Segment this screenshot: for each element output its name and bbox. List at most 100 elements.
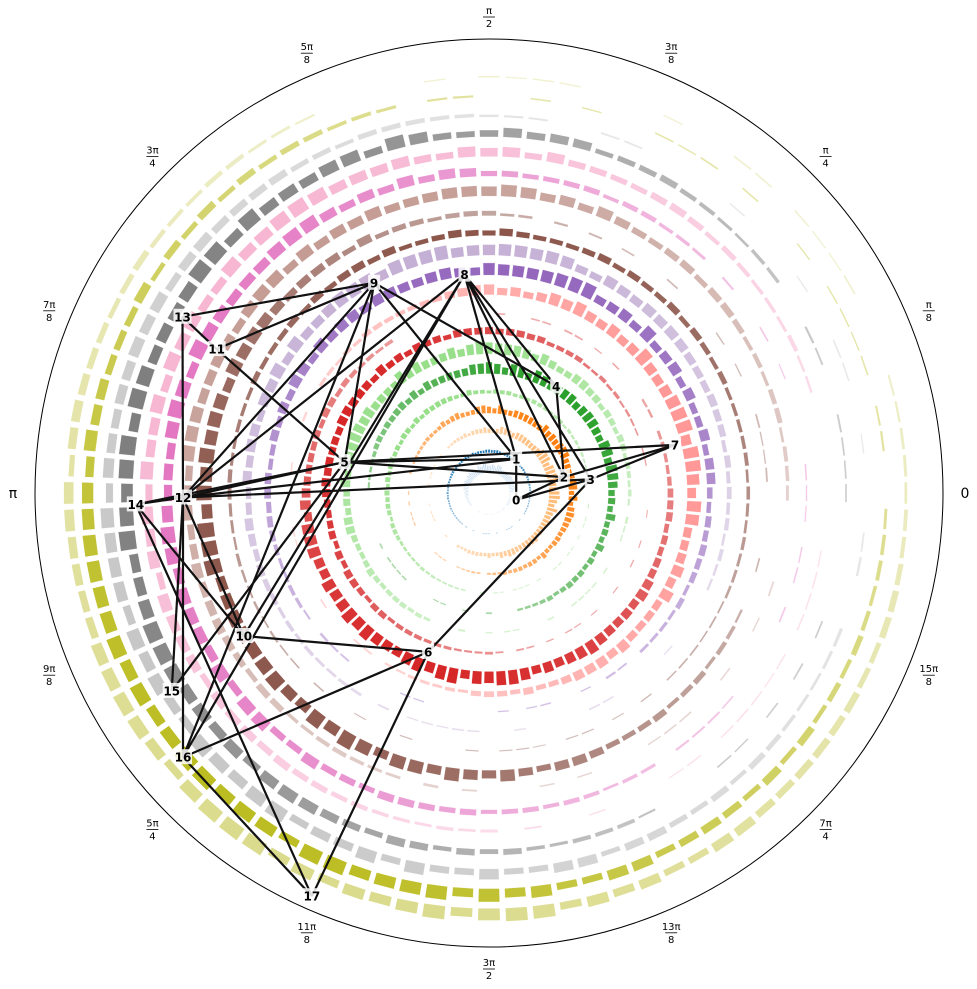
ring-bar — [693, 273, 709, 289]
ring-bar — [588, 703, 601, 711]
ring-bar — [665, 301, 681, 317]
ring-bar — [792, 662, 805, 681]
ring-bar — [81, 482, 94, 504]
node-label-background — [302, 888, 321, 904]
ring-bar — [380, 638, 395, 653]
ring-bar — [110, 407, 123, 430]
ring-bar — [647, 735, 662, 746]
ring-bar — [705, 392, 719, 409]
tick-label-numerator: 3π — [483, 958, 495, 969]
node-label-background — [584, 471, 597, 487]
ring-bar — [468, 502, 472, 506]
ring-bar — [266, 240, 287, 261]
ring-bar — [389, 515, 394, 523]
ring-bar — [417, 249, 434, 266]
ring-bar — [859, 355, 869, 376]
ring-bar — [562, 796, 581, 807]
ring-bar — [470, 471, 477, 479]
ring-bar — [203, 368, 219, 387]
ring-bar — [244, 454, 255, 469]
ring-bar — [640, 398, 649, 409]
ring-bar — [742, 451, 750, 467]
ring-bar — [453, 586, 460, 591]
ring-bar — [565, 242, 581, 252]
ring-bar — [754, 171, 773, 189]
ring-bar — [390, 222, 408, 234]
ring-bar — [257, 153, 279, 171]
ring-bar — [84, 615, 100, 640]
ring-bar — [429, 510, 434, 515]
ring-bar — [395, 568, 402, 576]
ring-bar — [95, 321, 110, 345]
ring-bar — [505, 476, 513, 483]
ring-bar — [252, 548, 262, 563]
ring-bar — [654, 842, 677, 859]
ring-bar — [703, 457, 715, 471]
network-edge — [182, 281, 375, 318]
ring-bar — [375, 434, 384, 444]
node-label-background — [510, 450, 523, 466]
ring-bar — [637, 164, 658, 179]
ring-bar — [386, 616, 396, 625]
ring-bar — [734, 608, 744, 624]
ring-bar — [376, 183, 396, 197]
ring-bar — [408, 389, 420, 401]
network-edge — [563, 443, 676, 479]
ring-bar — [623, 139, 644, 150]
ring-bar — [207, 751, 231, 775]
ring-bar — [255, 563, 267, 578]
network-edge — [310, 651, 430, 897]
ring-bar — [600, 528, 610, 537]
ring-bar — [302, 128, 324, 144]
angular-tick-label: π4 — [819, 145, 832, 169]
ring-bar — [447, 229, 463, 240]
ring-bar — [482, 552, 487, 557]
ring-bar — [498, 551, 504, 559]
ring-bar — [686, 215, 705, 232]
ring-bar — [453, 412, 461, 421]
ring-bar — [272, 754, 292, 772]
ring-bar — [196, 521, 216, 540]
ring-bar — [350, 110, 372, 123]
ring-bar — [498, 227, 514, 237]
ring-bar — [263, 377, 279, 394]
ring-bar — [597, 535, 606, 544]
ring-bar — [244, 667, 259, 684]
ring-bar — [255, 311, 274, 331]
ring-bar — [520, 436, 528, 445]
ring-bar — [284, 619, 296, 633]
ring-bar — [638, 642, 650, 654]
ring-bar — [225, 287, 244, 308]
ring-bar — [129, 681, 152, 708]
ring-bar — [612, 390, 621, 400]
ring-bar — [298, 213, 321, 235]
ring-bar — [529, 352, 540, 363]
angular-tick-label: 9π8 — [43, 664, 55, 688]
ring-bar — [478, 428, 483, 435]
tick-label-denominator: 2 — [486, 19, 492, 30]
network-edge — [170, 461, 346, 692]
ring-bar — [398, 878, 423, 896]
ring-bar — [105, 634, 128, 661]
ring-bar — [403, 628, 414, 637]
ring-bar — [410, 556, 417, 563]
ring-bar — [482, 262, 496, 276]
ring-bar — [651, 556, 663, 569]
ring-bar — [464, 494, 470, 498]
ring-bar — [816, 549, 823, 568]
ring-bar — [165, 613, 182, 635]
tick-label-numerator: 15π — [919, 664, 938, 675]
tick-label-numerator: 11π — [297, 922, 316, 933]
ring-bar — [419, 565, 426, 573]
ring-bar — [459, 808, 477, 817]
tick-label-denominator: 4 — [149, 158, 155, 169]
ring-bar — [840, 436, 846, 457]
ring-bar — [396, 400, 408, 412]
ring-bar — [902, 454, 908, 477]
ring-bar — [320, 302, 338, 319]
ring-bar — [605, 383, 614, 392]
ring-bar — [144, 736, 167, 762]
ring-bar — [337, 677, 350, 689]
ring-bar — [588, 270, 604, 283]
ring-bar — [571, 300, 588, 318]
